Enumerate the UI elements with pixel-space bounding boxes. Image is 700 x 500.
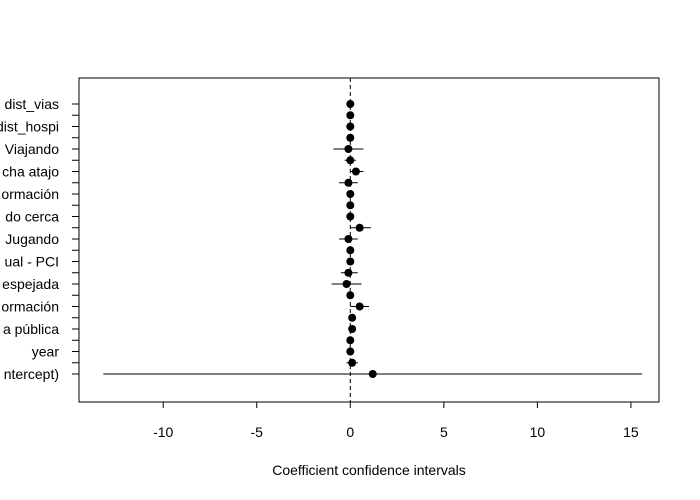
coefficient-point: [355, 223, 364, 232]
coefficient-point: [344, 145, 353, 153]
x-axis-label: Coefficient confidence intervals: [272, 462, 466, 478]
confidence-intervals: [103, 103, 643, 375]
coefficient-point: [346, 212, 355, 221]
x-axis: -10 -5 0 5 10 15: [153, 402, 639, 440]
coefficient-point: [344, 178, 353, 187]
coefficient-point: [346, 122, 355, 131]
x-tick-label: 5: [440, 424, 448, 440]
coefficient-point: [344, 268, 353, 277]
coefficient-point: [355, 302, 364, 311]
plot-frame: [78, 77, 660, 403]
coefficient-point: [351, 167, 360, 176]
coefficient-point: [344, 235, 353, 243]
coefficient-point: [346, 246, 355, 255]
coefficient-point: [346, 201, 355, 210]
y-tick-label: do cerca: [5, 209, 59, 225]
y-tick-label: ntercept): [4, 366, 59, 382]
x-tick-label: -5: [251, 424, 264, 440]
y-tick-label: ormación: [1, 299, 59, 315]
x-tick-label: -10: [153, 424, 173, 440]
y-axis-ticks: [72, 103, 79, 375]
coefficient-point: [368, 370, 377, 378]
coefficient-point: [346, 257, 355, 266]
x-tick-label: 15: [623, 424, 639, 440]
y-tick-label: dist_vias: [5, 96, 59, 112]
x-tick-label: 10: [530, 424, 546, 440]
coefficient-points: [342, 100, 377, 378]
y-tick-label: espejada: [2, 276, 59, 292]
y-tick-label: ual - PCI: [5, 254, 59, 270]
coefficient-point: [346, 156, 355, 165]
coefficient-point: [346, 347, 355, 356]
x-tick-label: 0: [346, 424, 354, 440]
coefficient-point: [346, 190, 355, 198]
coefficient-point: [348, 325, 357, 333]
coefficient-point: [348, 358, 357, 367]
y-tick-label: Viajando: [5, 141, 59, 157]
y-tick-label: a pública: [3, 321, 59, 337]
y-axis-labels: dist_vias dist_hospi Viajando cha atajo orma…: [0, 96, 59, 382]
coefficient-point: [346, 133, 355, 142]
coefficient-point: [342, 280, 351, 288]
y-tick-label: ormación: [1, 186, 59, 202]
coefficient-point: [346, 336, 355, 345]
y-tick-label: cha atajo: [2, 164, 59, 180]
coefficient-point: [346, 291, 355, 300]
coefficient-point: [348, 313, 357, 322]
coefficient-point: [346, 100, 355, 108]
y-tick-label: Jugando: [5, 231, 59, 247]
y-tick-label: year: [32, 344, 60, 360]
coefficient-point: [346, 111, 355, 120]
y-tick-label: dist_hospi: [0, 119, 59, 135]
